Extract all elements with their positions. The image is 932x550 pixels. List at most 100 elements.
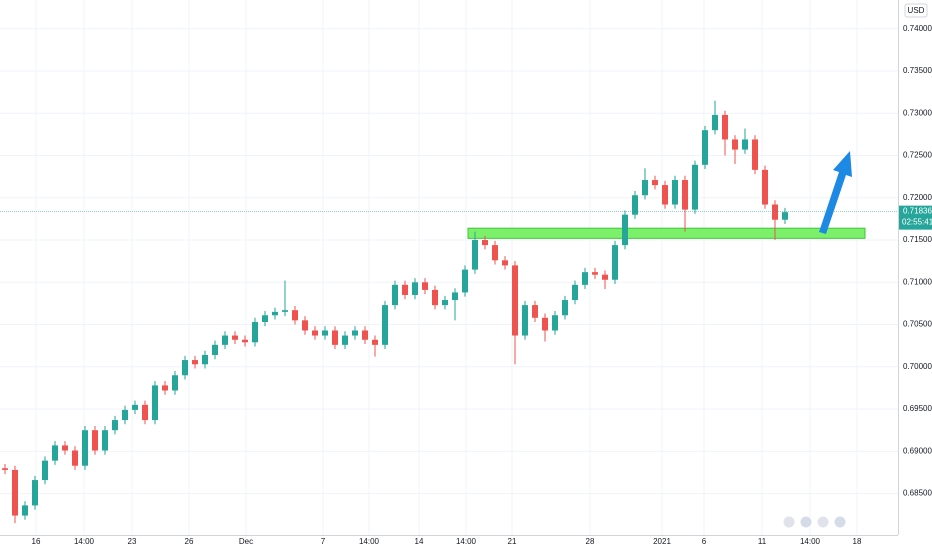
x-tick-label: 18 <box>853 537 862 546</box>
candle-body <box>152 385 158 421</box>
x-tick-label: 14:00 <box>359 537 380 546</box>
candle-body <box>142 404 148 421</box>
last-price-box <box>899 205 932 230</box>
arrow-up <box>819 151 852 234</box>
candle-body <box>382 305 388 345</box>
x-tick-label: 14:00 <box>456 537 477 546</box>
candle-body <box>692 164 698 210</box>
event-icon[interactable] <box>782 515 796 529</box>
event-icon[interactable] <box>799 515 813 529</box>
candle-body <box>402 284 408 295</box>
candle-body <box>332 330 338 345</box>
x-tick-label: 6 <box>702 537 707 546</box>
last-price-label: 0.71836 <box>903 207 932 216</box>
y-tick-label: 0.72000 <box>903 193 932 202</box>
currency: USD <box>908 6 925 15</box>
candle-body <box>482 240 488 246</box>
candle-body <box>662 185 668 205</box>
candle-body <box>172 375 178 391</box>
candle-body <box>682 180 688 210</box>
event-icon[interactable] <box>816 515 830 529</box>
candle-body <box>642 180 648 196</box>
candle-body <box>772 204 778 220</box>
candle-body <box>352 330 358 336</box>
x-tick-label: 14:00 <box>800 537 821 546</box>
currency-box[interactable] <box>904 3 928 18</box>
candle-body <box>602 274 608 280</box>
candle-body <box>562 300 568 316</box>
candle-body <box>552 315 558 331</box>
candle-body <box>2 468 8 470</box>
candle-body <box>672 180 678 205</box>
countdown: 02:55:41 <box>902 218 932 227</box>
x-tick-label: Dec <box>239 537 253 546</box>
candle-body <box>762 169 768 205</box>
x-tick-label: 7 <box>321 537 326 546</box>
candle-body <box>282 310 288 312</box>
candle-body <box>752 139 758 170</box>
candle-body <box>132 404 138 410</box>
y-tick-label: 0.70000 <box>903 362 932 371</box>
candle-body <box>412 282 418 295</box>
candle-body <box>292 310 298 321</box>
event-icons <box>782 515 847 529</box>
support-zone <box>467 227 866 239</box>
event-icon[interactable] <box>833 515 847 529</box>
x-tick-label: 16 <box>32 537 41 546</box>
candle-body <box>92 430 98 451</box>
y-tick-label: 0.71000 <box>903 277 932 286</box>
candle-body <box>22 505 28 516</box>
candle-body <box>712 114 718 131</box>
y-tick-label: 0.74000 <box>903 24 932 33</box>
y-tick-label: 0.68500 <box>903 489 932 498</box>
candle-body <box>232 335 238 340</box>
candle-body <box>112 420 118 431</box>
candle-body <box>42 460 48 481</box>
x-tick-label: 21 <box>508 537 517 546</box>
y-tick-label: 0.69500 <box>903 404 932 413</box>
candle-body <box>262 315 268 323</box>
candle-body <box>452 292 458 301</box>
candle-body <box>702 130 708 165</box>
candle-body <box>362 330 368 340</box>
candle-body <box>612 245 618 280</box>
candle-body <box>432 289 438 306</box>
candle-body <box>572 284 578 301</box>
y-tick-label: 0.73500 <box>903 66 932 75</box>
y-tick-label: 0.69000 <box>903 446 932 455</box>
candle-body <box>52 445 58 461</box>
y-tick-label: 0.70500 <box>903 320 932 329</box>
candle-body <box>222 335 228 345</box>
candle-body <box>472 240 478 270</box>
candle-body <box>512 265 518 336</box>
candle-body <box>632 195 638 215</box>
candle-body <box>72 450 78 466</box>
x-tick-label: 11 <box>758 537 767 546</box>
x-tick-label: 23 <box>128 537 137 546</box>
candle-body <box>722 114 728 140</box>
y-tick-label: 0.71500 <box>903 235 932 244</box>
candle-body <box>162 385 168 391</box>
candle-body <box>532 305 538 318</box>
x-tick-label: 14:00 <box>74 537 95 546</box>
candle-body <box>542 317 548 331</box>
candle-body <box>492 245 498 261</box>
candle-body <box>592 272 598 275</box>
x-tick-label: 2021 <box>653 537 671 546</box>
x-tick-label: 14 <box>415 537 424 546</box>
candle-body <box>302 320 308 331</box>
candle-body <box>252 322 258 343</box>
candle-body <box>782 212 788 220</box>
candle-body <box>462 269 468 293</box>
candle-body <box>12 469 18 516</box>
candle-body <box>422 282 428 290</box>
candle-body <box>202 354 208 365</box>
candle-body <box>122 409 128 421</box>
candle-body <box>622 214 628 246</box>
marks <box>2 100 866 524</box>
candle-body <box>502 260 508 266</box>
x-tick-label: 28 <box>586 537 595 546</box>
candle-body <box>32 480 38 506</box>
